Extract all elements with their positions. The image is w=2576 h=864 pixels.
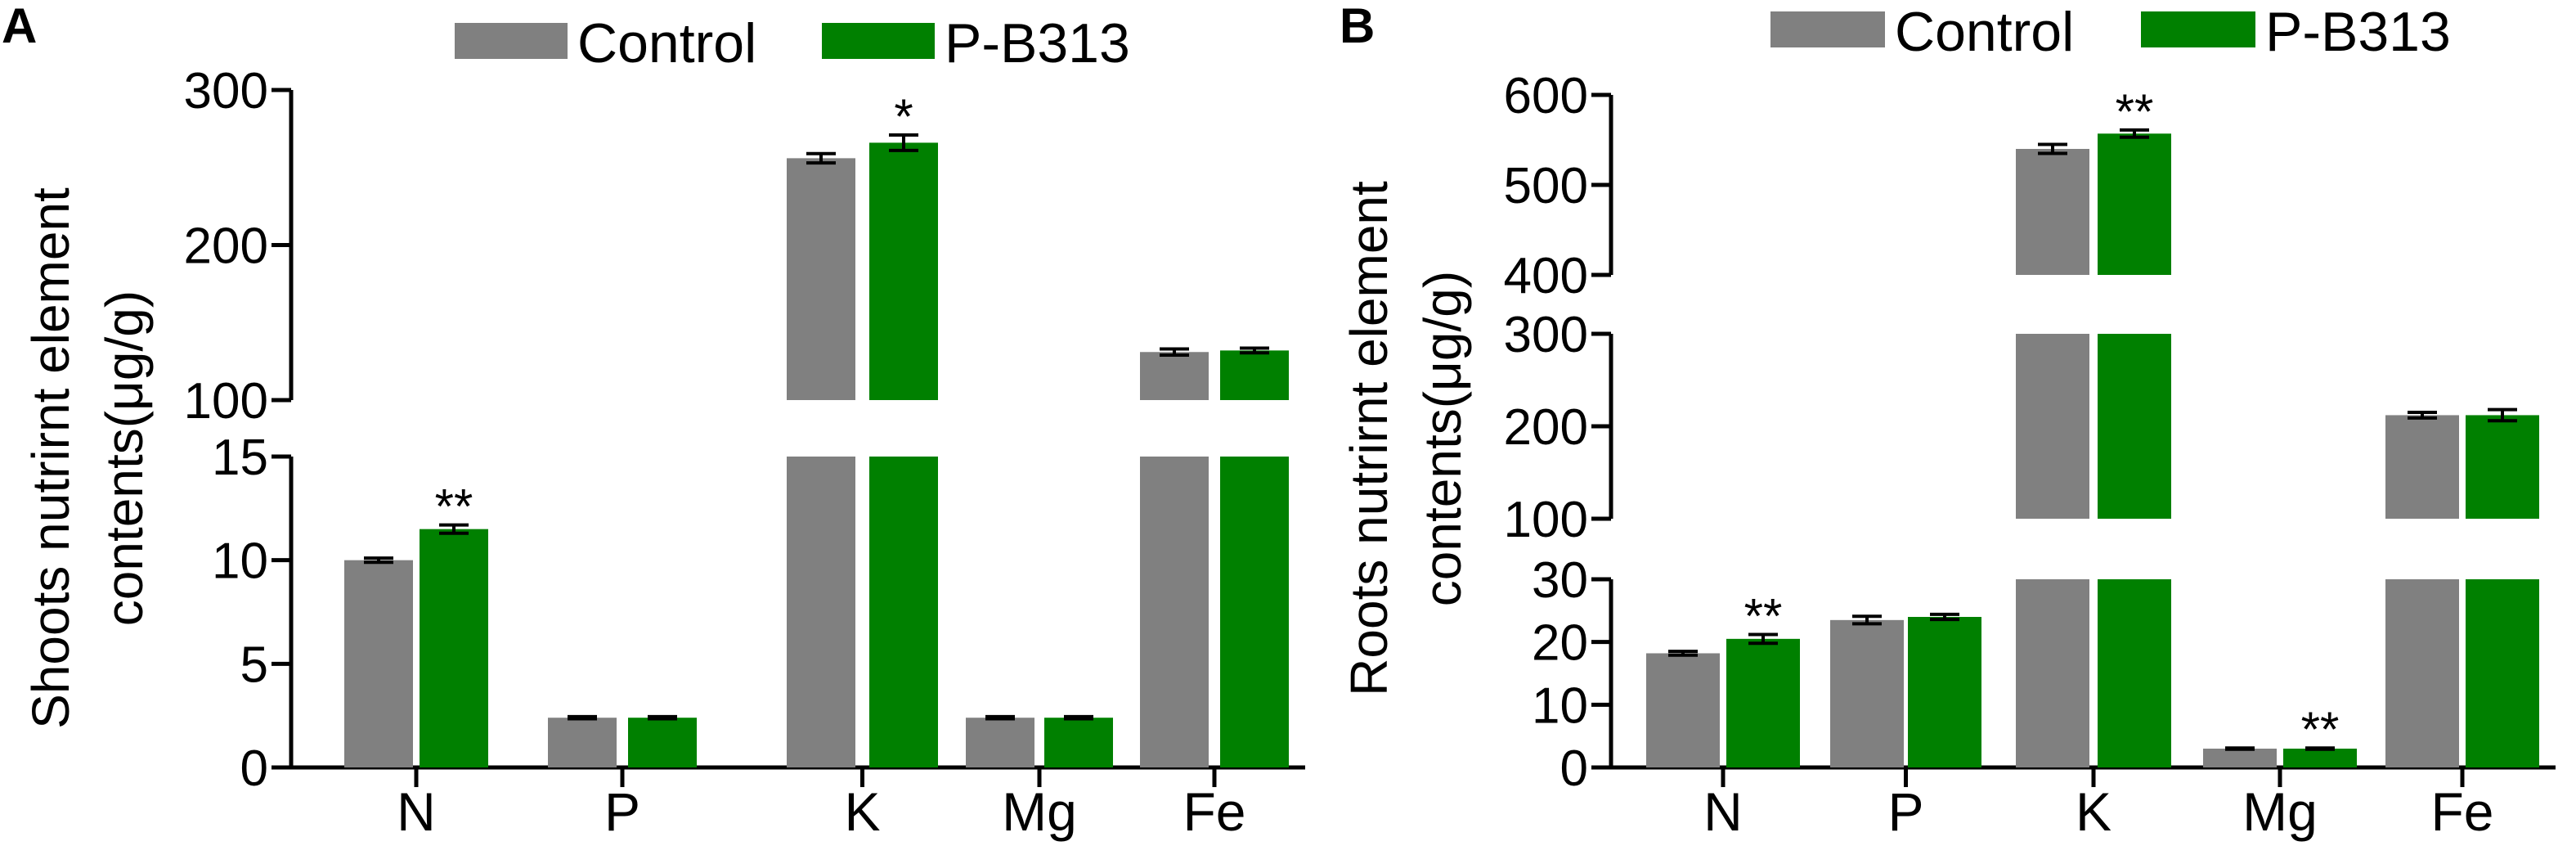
y-axis-label: Roots nutrirnt element (1340, 181, 1398, 696)
y-tick-label: 10 (1532, 677, 1588, 734)
panel-label: A (2, 0, 37, 53)
legend-swatch-0 (1770, 11, 1885, 47)
x-tick-label: Fe (1183, 781, 1245, 842)
bar-fe-treated (1220, 350, 1289, 400)
y-axis-label: contents(μg/g) (95, 290, 154, 626)
legend-label-0: Control (577, 12, 756, 74)
y-axis-label: contents(μg/g) (1413, 271, 1472, 606)
bar-k-control (787, 457, 855, 767)
significance-marker: * (894, 89, 913, 144)
x-tick-label: N (397, 781, 436, 842)
significance-marker: ** (1744, 588, 1783, 643)
bar-n-treated (1726, 638, 1800, 767)
y-tick-label: 300 (184, 63, 268, 119)
y-tick-label: 15 (212, 430, 268, 486)
bar-mg-control (2203, 749, 2277, 767)
y-tick-label: 200 (1504, 399, 1588, 456)
y-tick-label: 300 (1504, 307, 1588, 363)
bar-k-treated (869, 457, 938, 767)
bar-p-control (1830, 619, 1904, 767)
bar-fe-control (2385, 579, 2459, 767)
bar-n-treated (420, 529, 488, 767)
bar-k-control (787, 158, 855, 400)
x-tick-label: Mg (2242, 781, 2318, 842)
y-tick-label: 0 (240, 740, 268, 797)
y-tick-label: 400 (1504, 248, 1588, 304)
bar-k-treated (869, 142, 938, 400)
y-tick-label: 10 (212, 533, 268, 590)
bar-p-treated (628, 718, 697, 767)
bar-k-treated (2098, 133, 2171, 275)
y-tick-label: 5 (240, 637, 268, 693)
significance-marker: ** (435, 479, 473, 534)
panel-label: B (1340, 0, 1375, 53)
bar-mg-treated (1044, 718, 1113, 767)
y-tick-label: 600 (1504, 68, 1588, 124)
legend-swatch-1 (822, 23, 935, 59)
bar-k-control (2016, 334, 2089, 519)
bar-p-treated (1908, 617, 1981, 767)
legend-label-1: P-B313 (2265, 1, 2451, 63)
y-tick-label: 0 (1560, 740, 1588, 797)
bar-k-control (2016, 149, 2089, 275)
y-axis-label: Shoots nutrirnt element (21, 187, 80, 729)
bar-mg-treated (2283, 749, 2357, 767)
y-tick-label: 200 (184, 218, 268, 275)
x-tick-label: N (1703, 781, 1743, 842)
bar-k-control (2016, 579, 2089, 767)
legend-label-0: Control (1895, 1, 2074, 63)
y-tick-label: 100 (184, 373, 268, 430)
bar-n-control (344, 560, 413, 767)
y-tick-label: 100 (1504, 492, 1588, 548)
x-tick-label: K (844, 781, 880, 842)
y-tick-label: 20 (1532, 615, 1588, 672)
bar-k-treated (2098, 334, 2171, 519)
bar-fe-control (2385, 415, 2459, 519)
bar-fe-treated (2466, 415, 2539, 519)
bar-p-control (548, 718, 617, 767)
bar-n-control (1646, 653, 1720, 767)
significance-marker: ** (2301, 702, 2340, 757)
y-tick-label: 500 (1504, 158, 1588, 214)
x-tick-label: Fe (2430, 781, 2493, 842)
legend-swatch-0 (455, 23, 568, 59)
bar-fe-treated (2466, 579, 2539, 767)
bar-fe-treated (1220, 457, 1289, 767)
x-tick-label: P (1887, 781, 1923, 842)
chart-panel-b: B Control P-B313 Roots nutrirnt element cont… (1340, 0, 2556, 842)
legend-swatch-1 (2141, 11, 2255, 47)
legend-label-1: P-B313 (945, 12, 1130, 74)
significance-marker: ** (2116, 84, 2154, 139)
bar-fe-control (1140, 352, 1209, 400)
y-tick-label: 30 (1532, 552, 1588, 609)
bar-k-treated (2098, 579, 2171, 767)
x-tick-label: Mg (1002, 781, 1077, 842)
x-tick-label: K (2076, 781, 2112, 842)
x-tick-label: P (604, 781, 640, 842)
chart-panel-a: A Control P-B313 Shoots nutrirnt element con… (2, 0, 1305, 842)
bar-mg-control (966, 718, 1034, 767)
bar-fe-control (1140, 457, 1209, 767)
